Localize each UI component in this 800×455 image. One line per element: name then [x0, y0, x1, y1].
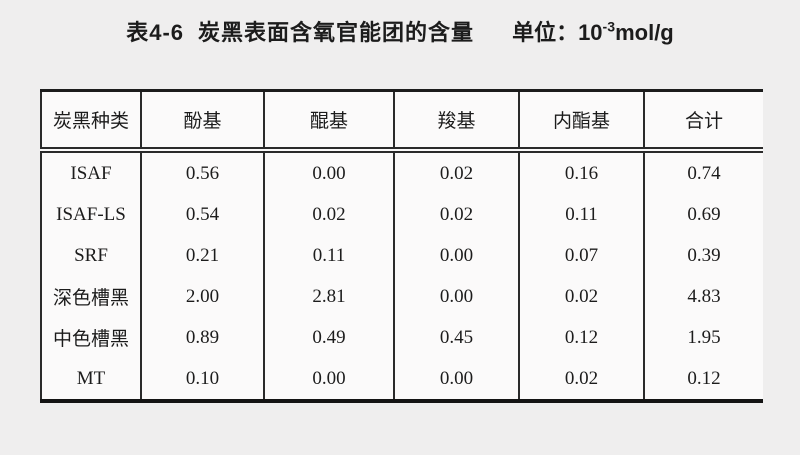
cell-value: 0.00 [393, 235, 519, 276]
cell-value: 4.83 [643, 276, 763, 317]
cell-value: 0.69 [643, 194, 763, 235]
cell-value: 0.12 [518, 317, 644, 358]
table-row: ISAF-LS 0.54 0.02 0.02 0.11 0.69 [41, 194, 763, 235]
cell-value: 0.11 [518, 194, 644, 235]
row-label: 中色槽黑 [52, 329, 129, 350]
table-caption: 表4-6 炭黑表面含氧官能团的含量 单位：10-3mol/g [0, 15, 800, 47]
cell-value: 2.81 [263, 276, 394, 317]
cell-value: 0.10 [140, 358, 264, 401]
column-header: 醌基 [263, 90, 394, 153]
unit-label: 单位：10-3mol/g [512, 20, 674, 45]
unit-prefix: 单位：10 [512, 20, 603, 45]
unit-exponent: -3 [602, 18, 616, 35]
cell-value: 0.12 [643, 358, 763, 401]
cell-value: 0.02 [393, 150, 519, 194]
table-row: ISAF 0.56 0.00 0.02 0.16 0.74 [41, 150, 763, 194]
cell-value: 0.00 [263, 358, 394, 401]
row-label: 深色槽黑 [52, 288, 129, 309]
table-title: 炭黑表面含氧官能团的含量 [198, 20, 475, 45]
cell-value: 0.02 [393, 194, 519, 235]
table-row: MT 0.10 0.00 0.00 0.02 0.12 [41, 358, 763, 401]
cell-value: 0.39 [643, 235, 763, 276]
column-header: 羧基 [393, 90, 519, 153]
cell-value: 0.45 [393, 317, 519, 358]
functional-groups-table: 炭黑种类 酚基 醌基 羧基 内酯基 合计 ISAF 0.56 0.00 0.02 0.16 0.74… [40, 89, 763, 403]
cell-value: 0.54 [140, 194, 264, 235]
column-header: 合计 [643, 90, 763, 153]
cell-value: 0.11 [263, 235, 394, 276]
cell-value: 0.02 [518, 276, 644, 317]
cell-value: 0.74 [643, 150, 763, 194]
cell-value: 0.89 [140, 317, 264, 358]
column-header: 内酯基 [518, 90, 644, 153]
cell-value: 0.56 [140, 150, 264, 194]
unit-suffix: mol/g [615, 20, 674, 45]
cell-value: 0.16 [518, 150, 644, 194]
row-label: ISAF [70, 162, 112, 184]
header-row: 炭黑种类 酚基 醌基 羧基 内酯基 合计 [41, 90, 763, 153]
table-row: 中色槽黑 0.89 0.49 0.45 0.12 1.95 [41, 317, 763, 358]
table-body: ISAF 0.56 0.00 0.02 0.16 0.74 ISAF-LS 0.54 0.02 0… [41, 150, 763, 401]
table-row: SRF 0.21 0.11 0.00 0.07 0.39 [41, 235, 763, 276]
row-label: ISAF-LS [56, 203, 126, 225]
cell-value: 2.00 [140, 276, 264, 317]
cell-value: 0.21 [140, 235, 264, 276]
cell-value: 0.07 [518, 235, 644, 276]
cell-value: 0.49 [263, 317, 394, 358]
row-label: MT [76, 367, 106, 389]
column-header: 酚基 [140, 90, 264, 153]
cell-value: 0.02 [518, 358, 644, 401]
table-row: 深色槽黑 2.00 2.81 0.00 0.02 4.83 [41, 276, 763, 317]
cell-value: 1.95 [643, 317, 763, 358]
cell-value: 0.00 [263, 150, 394, 194]
row-label: SRF [74, 244, 108, 266]
table-number: 表4-6 [126, 20, 185, 45]
cell-value: 0.00 [393, 276, 519, 317]
column-header: 炭黑种类 [41, 90, 141, 153]
cell-value: 0.02 [263, 194, 394, 235]
cell-value: 0.00 [393, 358, 519, 401]
